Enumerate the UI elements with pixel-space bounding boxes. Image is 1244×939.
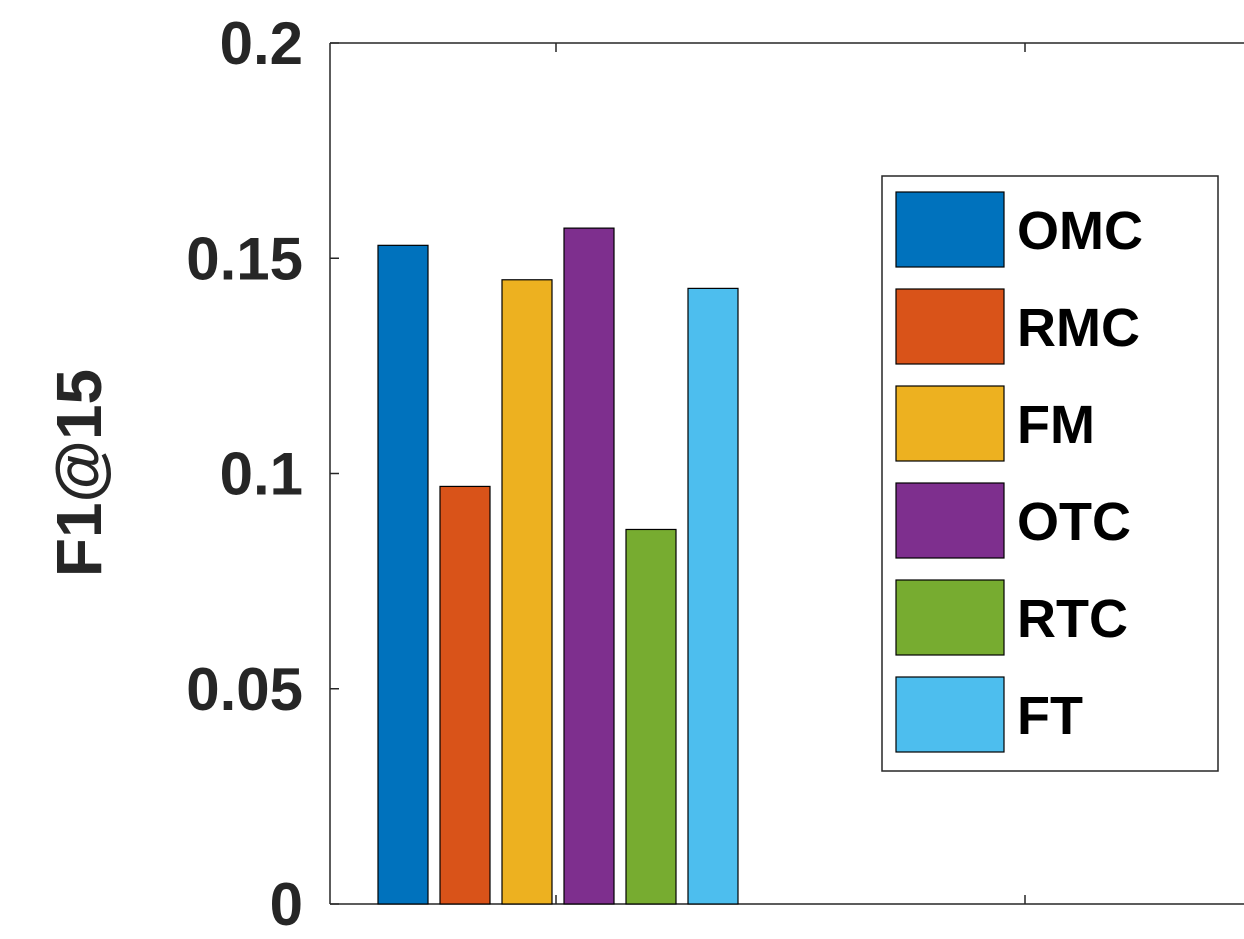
legend-items: OMC RMC FM OTC RTC FT <box>895 191 1143 753</box>
legend-swatch-rmc <box>895 288 1005 365</box>
legend-swatch-otc <box>895 482 1005 559</box>
legend-label-fm: FM <box>1017 395 1095 455</box>
y-ticks: 0 0.05 0.1 0.15 0.2 <box>186 10 339 938</box>
y-tick-label: 0.1 <box>220 441 303 508</box>
bar-omc <box>377 244 429 905</box>
bar-fm <box>501 279 553 905</box>
legend-box <box>881 175 1219 772</box>
legend-label-omc: OMC <box>1017 201 1143 261</box>
y-tick-label: 0.15 <box>186 225 303 292</box>
legend-label-ft: FT <box>1017 686 1083 746</box>
y-tick-label: 0.05 <box>186 656 303 723</box>
y-tick-label: 0.2 <box>220 10 303 77</box>
y-axis-title: F1@15 <box>43 369 115 577</box>
bars <box>377 227 739 905</box>
legend-swatch-ft <box>895 676 1005 753</box>
y-tick-label: 0 <box>270 871 303 938</box>
legend-label-otc: OTC <box>1017 492 1131 552</box>
legend-swatch-fm <box>895 385 1005 462</box>
legend-swatch-omc <box>895 191 1005 268</box>
legend: OMC RMC FM OTC RTC FT <box>881 175 1219 772</box>
bar-otc <box>563 227 615 905</box>
bar-rtc <box>625 528 677 905</box>
legend-label-rmc: RMC <box>1017 298 1140 358</box>
bar-rmc <box>439 485 491 905</box>
legend-label-rtc: RTC <box>1017 589 1128 649</box>
bar-ft <box>687 287 739 905</box>
x-ticks <box>555 43 1026 904</box>
legend-swatch-rtc <box>895 579 1005 656</box>
